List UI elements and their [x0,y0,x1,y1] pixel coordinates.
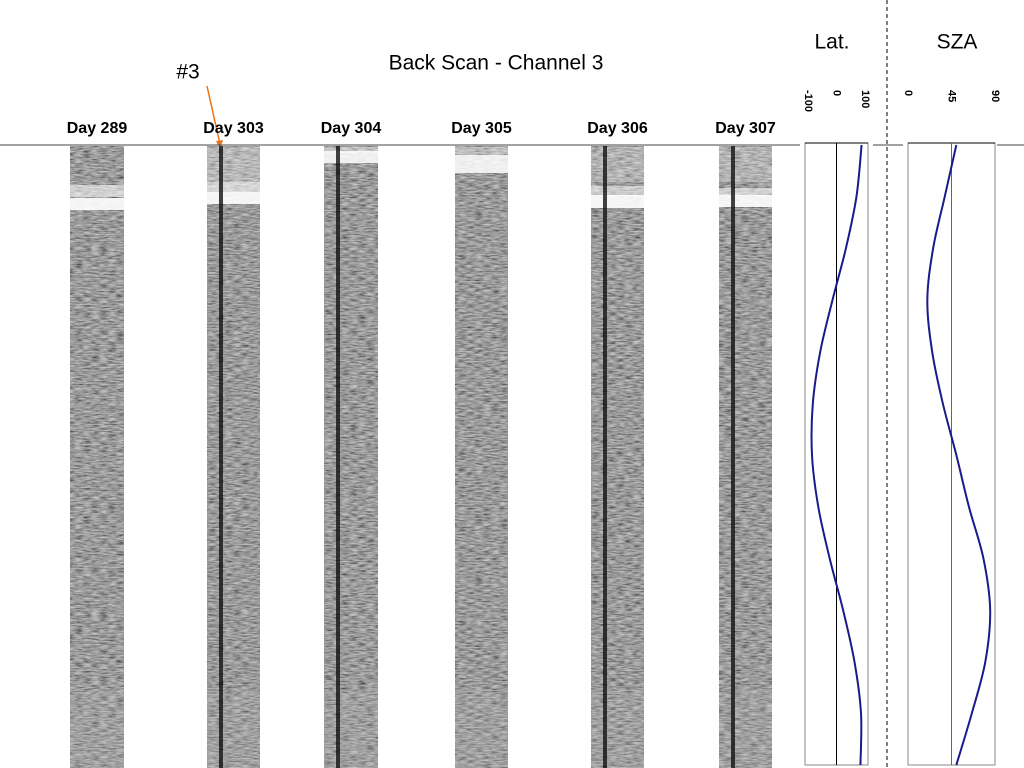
x-tick-label: 0 [831,90,843,96]
plot-title: Lat. [814,31,849,54]
bright-band [207,182,260,192]
title: Back Scan - Channel 3 [389,52,604,75]
day-label: Day 307 [715,120,776,137]
day-label: Day 303 [203,120,264,137]
bright-band [591,690,644,768]
bright-band [719,188,772,196]
line [926,144,992,766]
scan-strip [70,146,124,768]
plots: Lat. -100 0 100 SZA 0 45 90 [802,31,1001,766]
day-label: Day 305 [451,120,512,137]
bright-band [591,195,644,208]
scan-strip [719,146,772,768]
bright-band [719,690,772,768]
bright-band [207,192,260,204]
bright-band [455,155,508,173]
dark-column [336,146,340,768]
bright-band [70,185,124,197]
annotation-arrow [206,85,221,145]
bright-band [70,690,124,768]
bright-band [324,147,378,153]
dark-column [219,146,223,768]
day-label: Day 289 [67,120,128,137]
bright-band [719,195,772,207]
line [810,144,863,766]
bright-band [455,147,508,155]
dark-column [731,146,735,768]
dark-column [603,146,607,768]
scan-strip [455,146,508,768]
scan-strip [207,146,260,768]
bright-band [324,690,378,768]
bright-band [207,690,260,768]
plot-title: SZA [937,31,978,54]
x-tick-label: 0 [902,90,914,96]
bright-band [455,690,508,768]
x-tick-label: 45 [946,90,958,102]
annotation: #3 [176,61,199,84]
bright-band [324,151,378,163]
bright-band [591,186,644,196]
bright-band [207,147,260,182]
day-label: Day 306 [587,120,648,137]
x-tick-label: 90 [989,90,1001,102]
bright-band [719,147,772,182]
scan-strip [324,146,378,768]
bright-band [591,147,644,182]
x-tick-label: -100 [802,90,814,112]
bright-band [70,198,124,210]
scan-strip [591,146,644,768]
strips: Day 289 Day 303 Day 304 Day 305 Day 306 Day 3… [67,120,776,768]
x-tick-label: 100 [859,90,871,108]
day-label: Day 304 [321,120,382,137]
